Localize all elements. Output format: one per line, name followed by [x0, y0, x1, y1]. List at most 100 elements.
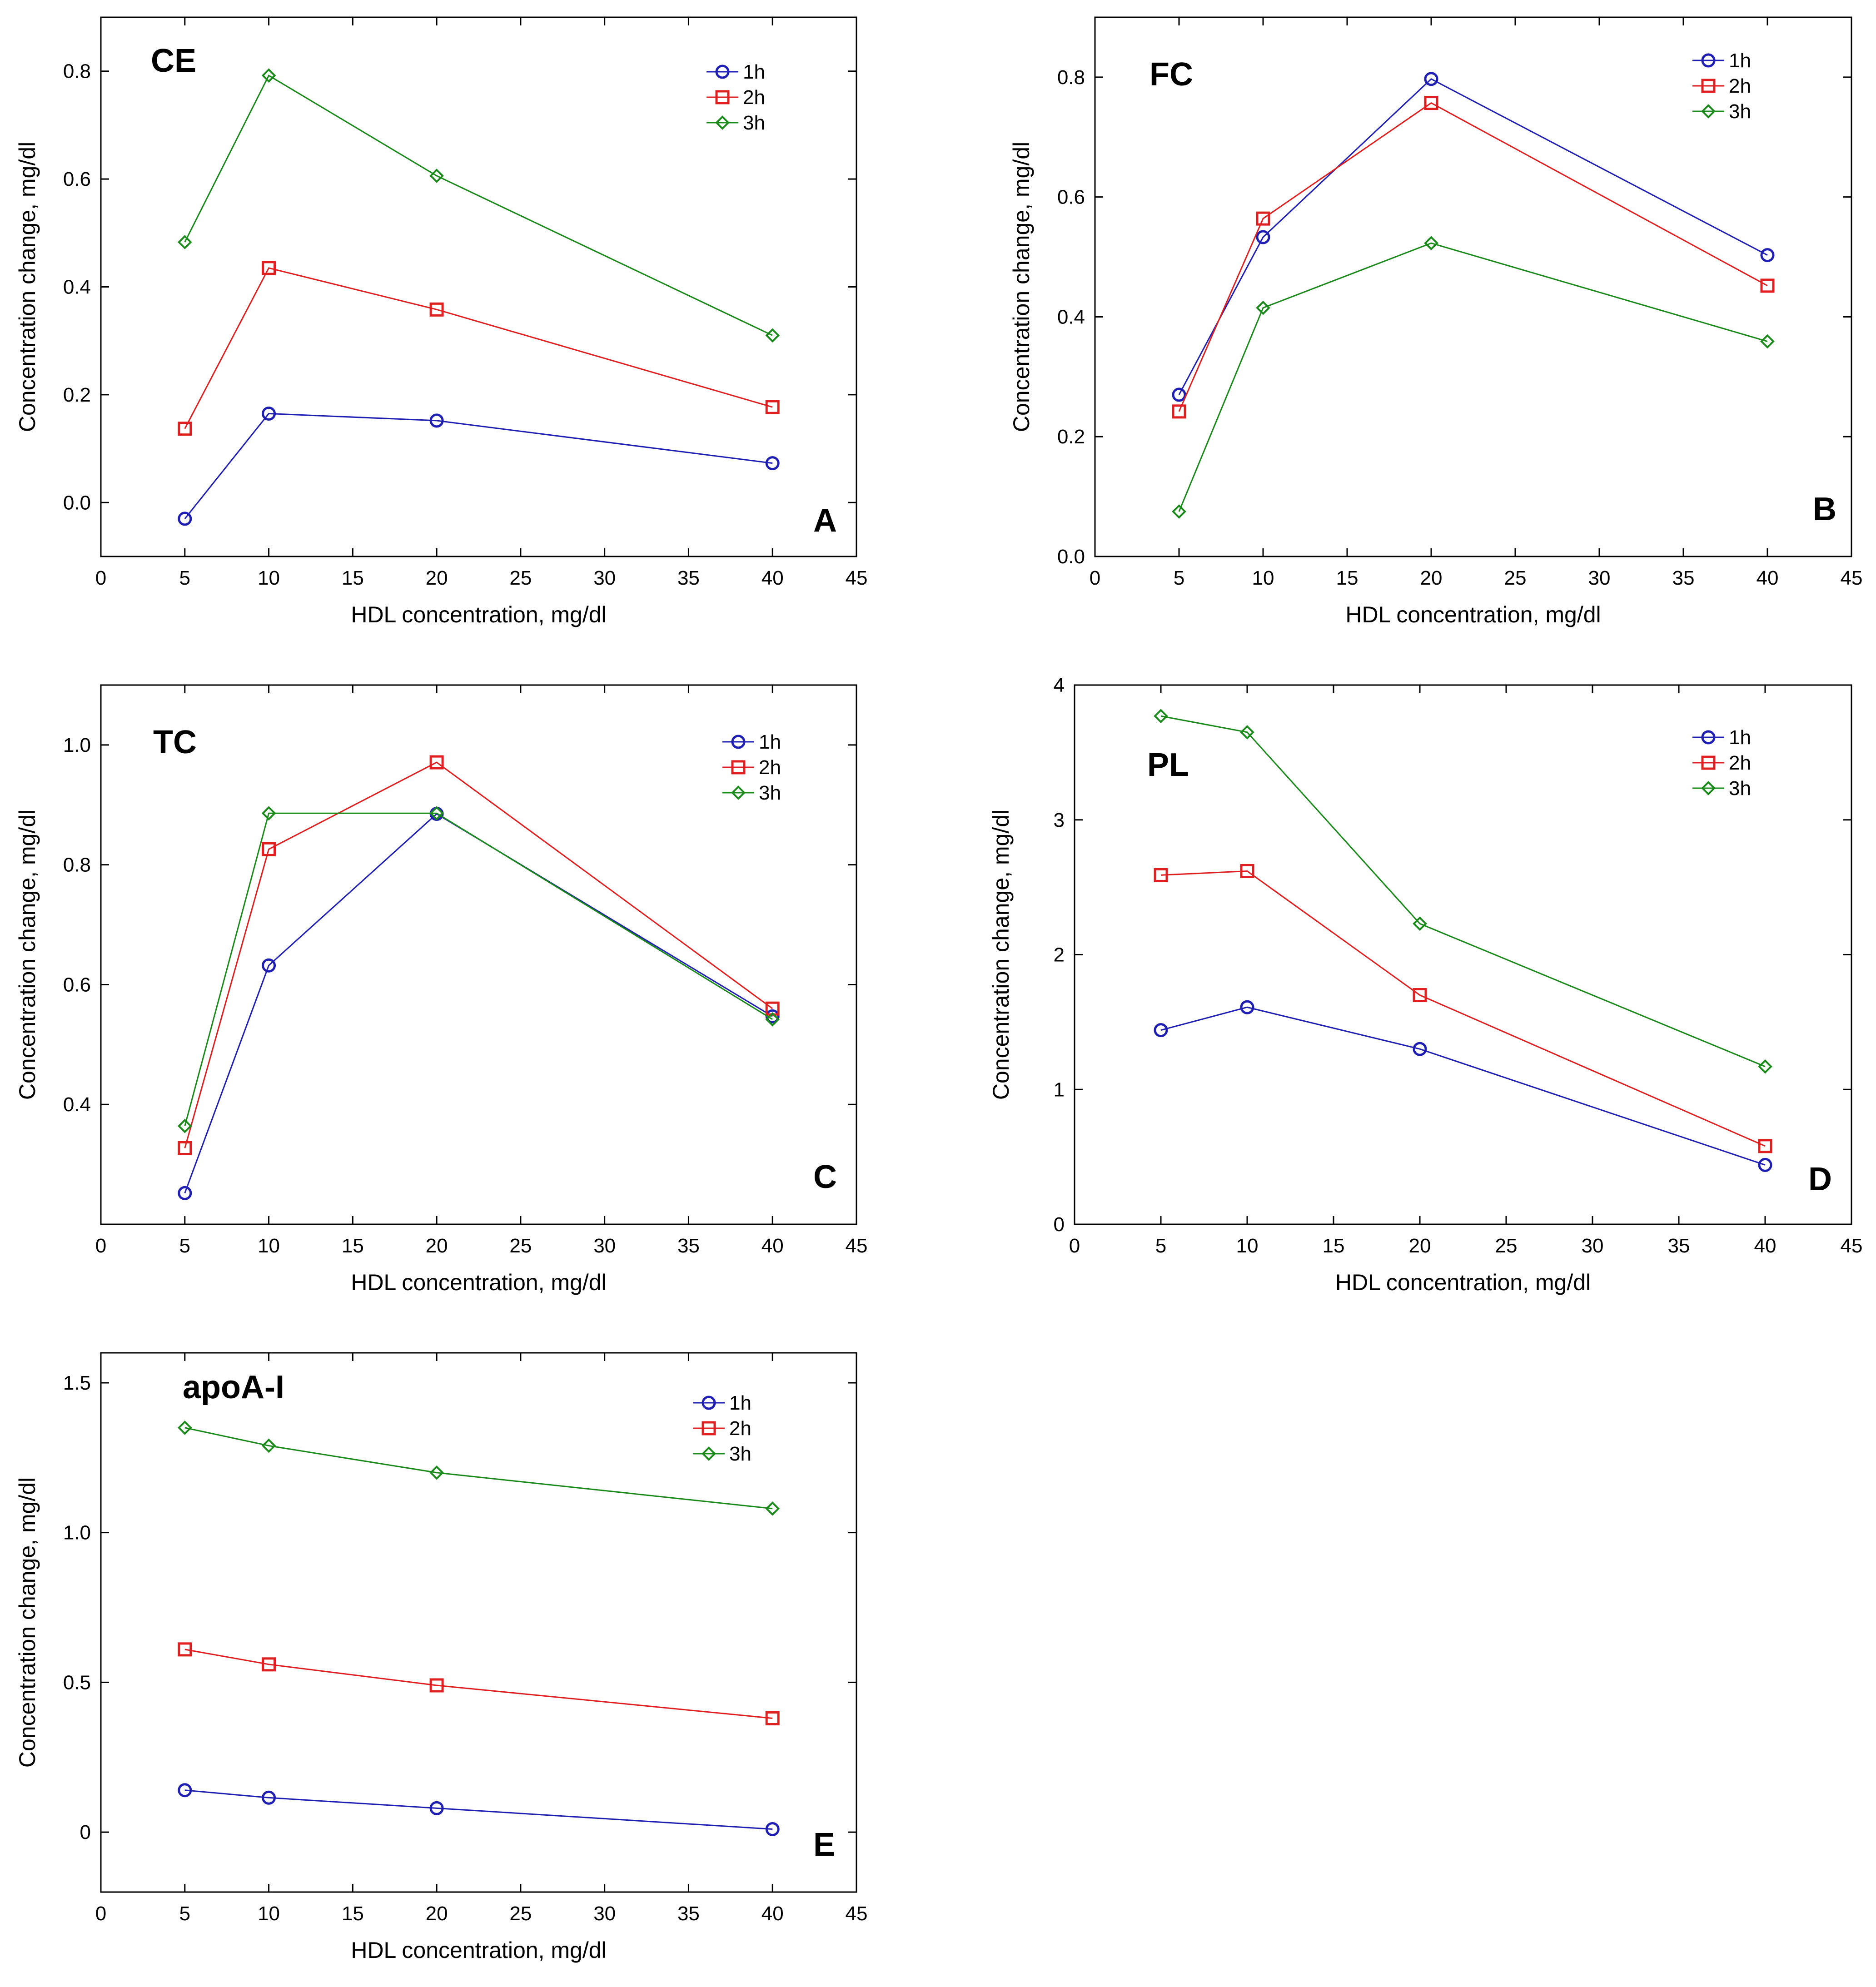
- x-tick-label: 5: [179, 567, 190, 589]
- data-point: [262, 406, 276, 421]
- data-point: [702, 1421, 716, 1436]
- data-point: [429, 755, 444, 770]
- series-3h: [177, 1421, 780, 1516]
- data-point: [765, 1501, 780, 1516]
- series-line: [184, 761, 773, 1148]
- series-3h: [177, 68, 780, 343]
- data-point: [1758, 1139, 1772, 1153]
- panel-fc: 0 5 10 15 20 25 30 35 40 45 0.0 0.2 0.4 0.6 0.8 HDL con…: [1009, 16, 1862, 627]
- y-tick-label: 0: [80, 1821, 91, 1843]
- x-tick-label: 5: [179, 1235, 190, 1257]
- x-tick-label: 10: [1236, 1235, 1259, 1257]
- data-point: [765, 1711, 780, 1726]
- panel-letter: A: [813, 502, 837, 539]
- series-1h: [178, 1783, 780, 1837]
- panel-title: apoA-I: [183, 1369, 284, 1406]
- series-line: [1160, 870, 1766, 1147]
- legend-item-3h: 3h: [1692, 777, 1751, 800]
- y-tick-label: 0.4: [63, 1093, 91, 1116]
- legend-label: 1h: [1729, 726, 1751, 749]
- data-point: [1701, 104, 1716, 119]
- data-point: [429, 1465, 444, 1480]
- x-tick-label: 15: [342, 1903, 364, 1925]
- panel-pl: 0 5 10 15 20 25 30 35 40 45 0 1 2 3 4 HDL concentration…: [988, 674, 1862, 1295]
- data-point: [702, 1446, 716, 1461]
- data-point: [177, 1118, 192, 1133]
- legend-label: 2h: [1729, 752, 1751, 774]
- x-tick-label: 20: [1409, 1235, 1431, 1257]
- data-point: [429, 413, 444, 428]
- x-tick-label: 20: [426, 567, 448, 589]
- legend-item-2h: 2h: [722, 756, 781, 779]
- data-point: [1240, 1000, 1254, 1014]
- x-tick-label: 20: [1420, 567, 1443, 589]
- y-tick-label: 3: [1054, 809, 1065, 831]
- plot-frame: [100, 684, 857, 1225]
- panel-letter: D: [1808, 1161, 1832, 1197]
- data-point: [1154, 868, 1168, 882]
- legend-label: 1h: [743, 61, 765, 83]
- data-point: [1172, 404, 1186, 419]
- series-2h: [178, 755, 780, 1156]
- series-2h: [1154, 864, 1772, 1153]
- data-point: [765, 1822, 780, 1837]
- legend-item-2h: 2h: [693, 1417, 751, 1440]
- x-tick-label: 45: [1841, 1235, 1863, 1257]
- series-3h: [177, 806, 780, 1133]
- x-tick-label: 10: [258, 567, 280, 589]
- data-point: [1701, 79, 1716, 93]
- x-tick-label: 0: [95, 567, 106, 589]
- x-tick-label: 15: [342, 567, 364, 589]
- data-point: [731, 735, 746, 749]
- legend-item-1h: 1h: [693, 1392, 751, 1414]
- legend-label: 1h: [759, 731, 781, 753]
- x-tick-label: 15: [1323, 1235, 1345, 1257]
- x-tick-label: 45: [846, 1903, 868, 1925]
- x-tick-label: 0: [1090, 567, 1100, 589]
- y-tick-label: 1.0: [63, 734, 91, 756]
- data-point: [429, 806, 444, 821]
- series-2h: [178, 261, 780, 436]
- y-axis-label: Concentration change, mg/dl: [15, 1477, 40, 1768]
- data-point: [1413, 988, 1427, 1003]
- y-tick-label: 0.0: [63, 492, 91, 514]
- legend-item-2h: 2h: [707, 86, 765, 109]
- x-tick-label: 35: [677, 567, 700, 589]
- data-point: [1424, 72, 1438, 86]
- x-tick-label: 30: [1588, 567, 1611, 589]
- data-point: [1760, 278, 1775, 293]
- legend-item-2h: 2h: [1692, 752, 1751, 774]
- series-1h: [1154, 1000, 1772, 1172]
- panel-ce: 0 5 10 15 20 25 30 35 40 45 0.0 0.2 0.4 0.6 0.8 HDL con…: [15, 16, 867, 627]
- data-point: [177, 235, 192, 249]
- data-point: [178, 1186, 192, 1200]
- y-axis-label: Concentration change, mg/dl: [988, 810, 1014, 1100]
- data-point: [731, 760, 746, 775]
- y-tick-label: 0.5: [63, 1671, 91, 1694]
- y-tick-label: 0.4: [63, 276, 91, 298]
- data-point: [429, 169, 444, 183]
- x-tick-label: 45: [846, 1235, 868, 1257]
- x-tick-label: 10: [258, 1903, 280, 1925]
- y-tick-label: 1: [1054, 1078, 1065, 1101]
- y-axis-label: Concentration change, mg/dl: [15, 810, 40, 1100]
- x-tick-label: 35: [1672, 567, 1695, 589]
- data-point: [1413, 916, 1427, 931]
- series-2h: [1172, 96, 1775, 419]
- legend-item-1h: 1h: [722, 731, 781, 753]
- panel-letter: B: [1813, 491, 1836, 527]
- legend-item-3h: 3h: [693, 1443, 751, 1465]
- x-tick-label: 40: [1757, 567, 1779, 589]
- series-3h: [1154, 709, 1772, 1074]
- series-3h: [1172, 236, 1775, 519]
- data-point: [178, 512, 192, 526]
- x-tick-label: 40: [761, 567, 784, 589]
- y-tick-label: 0.0: [1057, 546, 1085, 568]
- data-point: [765, 456, 780, 471]
- data-point: [177, 1421, 192, 1435]
- panel-title: TC: [153, 724, 197, 760]
- x-tick-label: 10: [1252, 567, 1274, 589]
- data-point: [1701, 755, 1716, 770]
- legend-item-3h: 3h: [1692, 100, 1751, 123]
